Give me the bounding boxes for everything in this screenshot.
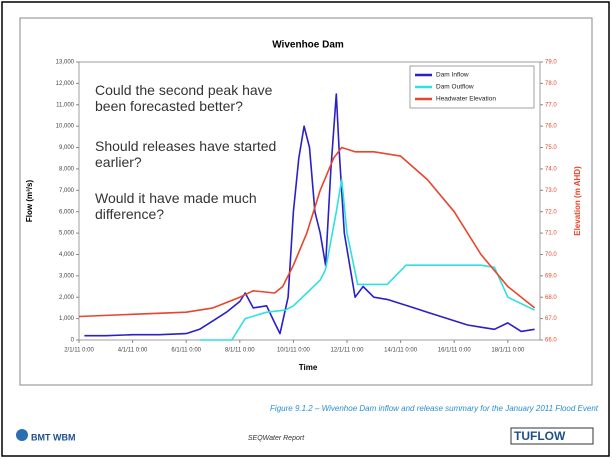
y2-tick-label: 78.0 [545,81,557,87]
y2-tick-label: 70.0 [545,252,557,258]
y-tick-label: 7,000 [59,188,75,194]
plot-area [78,61,541,341]
logo-icon [16,429,28,441]
y2-tick-label: 73.0 [545,188,557,194]
logo-text: BMT WBM [31,432,76,442]
y2-tick-label: 79.0 [545,60,557,66]
x-tick-label: 14/1/11 0:00 [384,348,418,354]
x-tick-label: 12/1/11 0:00 [331,348,365,354]
chart-title: Wivenhoe Dam [272,40,344,51]
y-tick-label: 8,000 [59,167,75,173]
annotation: Would it have made much difference? [95,190,257,222]
y2-tick-label: 66.0 [545,338,557,344]
y-tick-label: 0 [71,338,75,344]
y-tick-label: 10,000 [56,124,75,130]
y2-tick-label: 74.0 [545,167,557,173]
y-axis-label: Flow (m³/s) [25,180,34,223]
y-tick-label: 6,000 [59,209,75,215]
annotation: Could the second peak have been forecast… [95,82,273,114]
chart-frame [19,17,593,386]
legend-label: Dam Outflow [436,84,474,91]
logo-box [510,427,594,445]
x-axis-label: Time [299,363,318,372]
y2-tick-label: 68.0 [545,295,557,301]
x-tick-label: 6/1/11 0:00 [171,348,201,354]
y2-tick-label: 72.0 [545,209,557,215]
y-tick-label: 11,000 [56,102,75,108]
y2-tick-label: 75.0 [545,145,557,151]
y-tick-label: 4,000 [59,252,75,258]
y2-axis-label: Elevation (m AHD) [573,166,582,236]
series-line [84,93,535,337]
y-tick-label: 13,000 [56,60,75,66]
y-tick-label: 5,000 [59,231,75,237]
series-line [78,146,536,318]
x-tick-label: 16/1/11 0:00 [438,348,472,354]
x-tick-label: 18/1/11 0:00 [491,348,525,354]
x-tick-label: 2/1/11 0:00 [64,348,94,354]
y2-tick-label: 77.0 [545,102,557,108]
footer-right: TUFLOW [514,429,566,443]
y-tick-label: 9,000 [59,145,75,151]
y2-tick-label: 69.0 [545,273,557,279]
annotation: Should releases have started earlier? [95,138,277,170]
x-tick-label: 4/1/11 0:00 [118,348,148,354]
y2-tick-label: 71.0 [545,231,557,237]
caption: Figure 9.1.2 – Wivenhoe Dam inflow and r… [270,404,599,413]
x-tick-label: 10/1/11 0:00 [277,348,311,354]
legend-label: Dam Inflow [436,72,469,79]
y2-tick-label: 67.0 [545,316,557,322]
y-tick-label: 1,000 [59,316,75,322]
footer-center: SEQWater Report [248,435,305,442]
series-line [199,178,535,341]
y-tick-label: 3,000 [59,273,75,279]
y2-tick-label: 76.0 [545,124,557,130]
y-tick-label: 2,000 [59,295,75,301]
legend-label: Headwater Elevation [436,96,496,103]
y-tick-label: 12,000 [56,81,75,87]
x-tick-label: 8/1/11 0:00 [225,348,255,354]
